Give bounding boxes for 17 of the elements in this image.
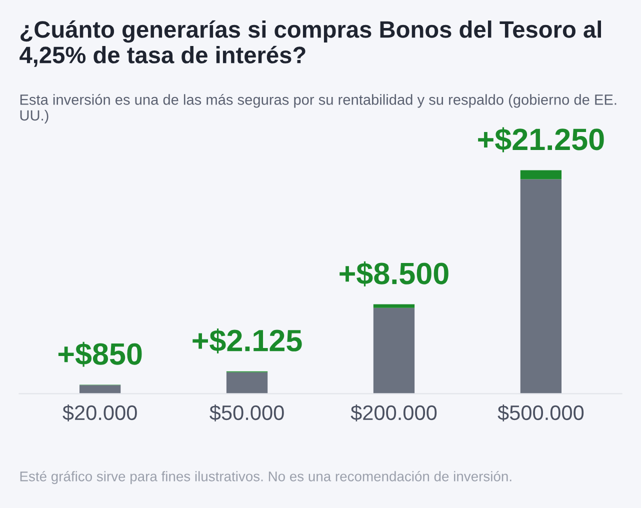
data-label: +$21.250	[478, 127, 604, 152]
chart-title: ¿Cuánto generarías si compras Bonos del Tesoro al 4,25% de tasa de interés?	[20, 20, 601, 67]
bar	[79, 385, 121, 394]
text: Esté gráfico sirve para fines ilustrativos. No es una recomendación de inversión.	[20, 470, 512, 484]
x-tick-label: $50.000	[210, 404, 284, 422]
bar	[520, 179, 562, 394]
x-tick-label: $500.000	[498, 404, 584, 422]
x-tick-label: $20.000	[62, 404, 137, 422]
data-label: +$2.125	[192, 328, 302, 354]
x-tick-label: $200.000	[350, 404, 437, 422]
bar	[373, 308, 415, 394]
data-label: +$850	[58, 342, 142, 367]
bar	[226, 372, 268, 394]
bar	[373, 304, 415, 308]
data-label: +$8.500	[340, 261, 448, 286]
bar	[520, 170, 562, 180]
chart-subtitle: Esta inversión es una de las más seguras por su rentabilidad y su respaldo (gobierno de EE. UU.)	[20, 94, 616, 124]
